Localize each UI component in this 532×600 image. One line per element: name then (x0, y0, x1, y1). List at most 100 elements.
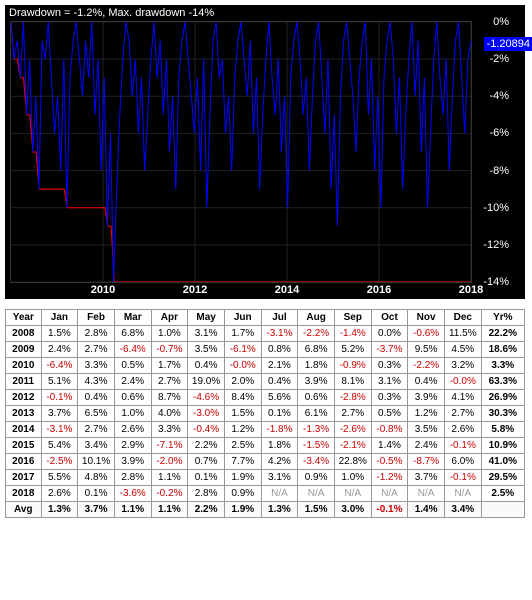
year-pct-cell: 26.9% (481, 390, 524, 406)
month-cell: 3.7% (41, 406, 78, 422)
table-row: 20081.5%2.8%6.8%1.0%3.1%1.7%-3.1%-2.2%-1… (6, 326, 525, 342)
month-cell: 3.2% (444, 358, 481, 374)
month-cell: 3.1% (188, 326, 225, 342)
year-cell: 2011 (6, 374, 42, 390)
month-cell: -2.2% (298, 326, 335, 342)
y-axis-label: -10% (483, 202, 509, 214)
month-cell: 1.1% (151, 502, 188, 518)
plot-area: 0%-2%-4%-6%-8%-10%-12%-14% 2010201220142… (10, 21, 472, 283)
year-cell: 2013 (6, 406, 42, 422)
month-cell: -2.0% (151, 454, 188, 470)
table-row: 2014-3.1%2.7%2.6%3.3%-0.4%1.2%-1.8%-1.3%… (6, 422, 525, 438)
month-cell: 6.0% (444, 454, 481, 470)
column-header: Nov (408, 310, 445, 326)
month-cell: -3.7% (371, 342, 408, 358)
month-cell: 0.9% (298, 470, 335, 486)
month-cell: -6.4% (41, 358, 78, 374)
month-cell: -0.2% (151, 486, 188, 502)
year-cell: 2016 (6, 454, 42, 470)
x-axis-label: 2014 (275, 284, 299, 296)
year-cell: Avg (6, 502, 42, 518)
month-cell: 1.4% (408, 502, 445, 518)
drawdown-chart: Drawdown = -1.2%, Max. drawdown -14% 0%-… (5, 5, 525, 299)
month-cell: 2.7% (334, 406, 371, 422)
month-cell: 0.6% (298, 390, 335, 406)
month-cell: 2.6% (41, 486, 78, 502)
month-cell: -0.5% (371, 454, 408, 470)
table-row: Avg1.3%3.7%1.1%1.1%2.2%1.9%1.3%1.5%3.0%-… (6, 502, 525, 518)
month-cell: 2.7% (78, 342, 115, 358)
month-cell: -2.5% (41, 454, 78, 470)
column-header: Jan (41, 310, 78, 326)
column-header: Jul (261, 310, 298, 326)
month-cell: 2.2% (188, 438, 225, 454)
month-cell: -0.8% (371, 422, 408, 438)
month-cell: 1.8% (298, 358, 335, 374)
month-cell: 3.3% (78, 358, 115, 374)
month-cell: 0.5% (371, 406, 408, 422)
month-cell: -3.0% (188, 406, 225, 422)
month-cell: 8.7% (151, 390, 188, 406)
month-cell: 2.2% (188, 502, 225, 518)
month-cell: 4.5% (444, 342, 481, 358)
month-cell: 3.1% (371, 374, 408, 390)
month-cell: -0.7% (151, 342, 188, 358)
month-cell: 2.4% (114, 374, 151, 390)
month-cell: 3.5% (408, 422, 445, 438)
month-cell: 0.8% (261, 342, 298, 358)
month-cell: 3.1% (261, 470, 298, 486)
y-axis-label: -2% (489, 53, 509, 65)
year-pct-cell: 41.0% (481, 454, 524, 470)
month-cell: -4.6% (188, 390, 225, 406)
column-header: Jun (224, 310, 261, 326)
x-axis-label: 2010 (91, 284, 115, 296)
month-cell: 3.5% (188, 342, 225, 358)
month-cell: 22.8% (334, 454, 371, 470)
month-cell: -6.4% (114, 342, 151, 358)
month-cell: 1.5% (41, 326, 78, 342)
month-cell: 4.2% (261, 454, 298, 470)
month-cell: 1.7% (224, 326, 261, 342)
month-cell: 3.4% (78, 438, 115, 454)
year-pct-cell: 10.9% (481, 438, 524, 454)
month-cell: 8.1% (334, 374, 371, 390)
y-axis-label: -8% (489, 165, 509, 177)
month-cell: N/A (298, 486, 335, 502)
month-cell: 0.5% (114, 358, 151, 374)
month-cell: 2.5% (224, 438, 261, 454)
month-cell: 1.3% (41, 502, 78, 518)
table-row: 20155.4%3.4%2.9%-7.1%2.2%2.5%1.8%-1.5%-2… (6, 438, 525, 454)
year-pct-cell: 3.3% (481, 358, 524, 374)
year-pct-cell: 29.5% (481, 470, 524, 486)
month-cell: 0.4% (78, 390, 115, 406)
month-cell: 0.9% (224, 486, 261, 502)
year-cell: 2012 (6, 390, 42, 406)
month-cell: -0.9% (334, 358, 371, 374)
month-cell: 3.7% (408, 470, 445, 486)
month-cell: 3.9% (114, 454, 151, 470)
month-cell: -0.1% (444, 438, 481, 454)
month-cell: 4.3% (78, 374, 115, 390)
month-cell: -2.1% (334, 438, 371, 454)
returns-table-wrap: YearJanFebMarAprMayJunJulAugSepOctNovDec… (5, 309, 527, 518)
month-cell: -3.1% (261, 326, 298, 342)
month-cell: 1.0% (114, 406, 151, 422)
month-cell: 2.9% (114, 438, 151, 454)
month-cell: -1.2% (371, 470, 408, 486)
month-cell: 0.4% (188, 358, 225, 374)
month-cell: 0.1% (261, 406, 298, 422)
month-cell: -0.1% (444, 470, 481, 486)
year-pct-cell: 63.3% (481, 374, 524, 390)
month-cell: 2.8% (78, 326, 115, 342)
table-row: 20133.7%6.5%1.0%4.0%-3.0%1.5%0.1%6.1%2.7… (6, 406, 525, 422)
table-row: 2012-0.1%0.4%0.6%8.7%-4.6%8.4%5.6%0.6%-2… (6, 390, 525, 406)
month-cell: 2.4% (408, 438, 445, 454)
month-cell: -0.0% (224, 358, 261, 374)
month-cell: 1.1% (114, 502, 151, 518)
year-pct-cell: 30.3% (481, 406, 524, 422)
month-cell: 6.8% (298, 342, 335, 358)
month-cell: 0.7% (188, 454, 225, 470)
month-cell: 0.0% (371, 326, 408, 342)
column-header: Aug (298, 310, 335, 326)
table-row: 20092.4%2.7%-6.4%-0.7%3.5%-6.1%0.8%6.8%5… (6, 342, 525, 358)
